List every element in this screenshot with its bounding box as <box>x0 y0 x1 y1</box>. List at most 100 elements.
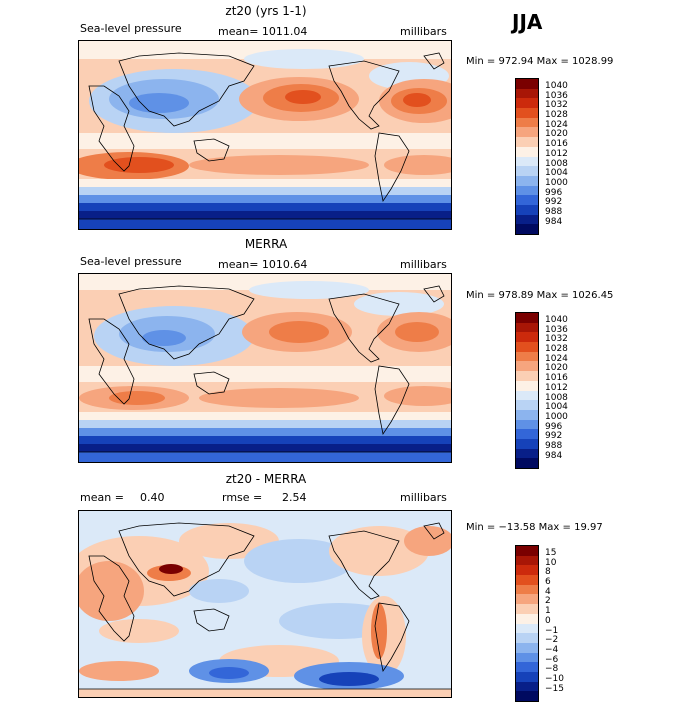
panel3-title: zt20 - MERRA <box>225 472 307 486</box>
panel3-units: millibars <box>400 491 447 504</box>
colorbar-swatch <box>516 146 538 157</box>
colorbar-swatch <box>516 175 538 186</box>
colorbar-swatch <box>516 409 538 420</box>
colorbar-swatch <box>516 671 538 682</box>
panel1-units: millibars <box>400 25 447 38</box>
colorbar-label: −2 <box>545 635 559 646</box>
panel3-mean-label: mean = <box>80 491 124 504</box>
colorbar-label: 996 <box>545 421 563 432</box>
colorbar-swatch <box>516 623 538 634</box>
colorbar-label: 1016 <box>545 373 568 384</box>
colorbar-swatch <box>516 613 538 624</box>
colorbar-label: 4 <box>545 586 551 597</box>
colorbar-swatch <box>516 342 538 352</box>
colorbar-swatch <box>516 438 538 449</box>
colorbar-label: 1000 <box>545 411 568 422</box>
colorbar-swatch <box>516 448 538 459</box>
colorbar-swatch <box>516 555 538 566</box>
colorbar-label: −10 <box>545 673 564 684</box>
panel1-mean: mean= 1011.04 <box>218 25 308 38</box>
colorbar-label: 992 <box>545 431 563 442</box>
colorbar-swatch <box>516 565 538 576</box>
colorbar-label: 2 <box>545 596 551 607</box>
colorbar-label: 1032 <box>545 100 568 111</box>
colorbar-label: 1020 <box>545 129 568 140</box>
colorbar-label: 1032 <box>545 334 568 345</box>
colorbar-label: 996 <box>545 187 563 198</box>
colorbar-label: 1016 <box>545 139 568 150</box>
colorbar-swatch <box>516 419 538 430</box>
panel3-colorbar-labels: 15 10 8 6 4 2 1 0 −1 −2 −4 −6 −8 −10 −15 <box>545 548 564 694</box>
panel1-title: zt20 (yrs 1-1) <box>225 4 307 18</box>
colorbar-label: 988 <box>545 206 563 217</box>
colorbar-swatch <box>516 195 538 205</box>
colorbar-label: 1028 <box>545 344 568 355</box>
colorbar-swatch <box>516 166 538 176</box>
colorbar-label: 1012 <box>545 382 568 393</box>
colorbar-swatch <box>516 79 538 89</box>
panel2-colorbar-labels: 1040 1036 1032 1028 1024 1020 1016 1012 1008 1004… <box>545 315 568 461</box>
colorbar-swatch <box>516 108 538 118</box>
panel3-colorbar <box>515 545 539 702</box>
panel3-rmse-label: rmse = <box>222 491 263 504</box>
colorbar-swatch <box>516 361 538 372</box>
colorbar-swatch <box>516 662 538 672</box>
colorbar-label: 1024 <box>545 119 568 130</box>
colorbar-swatch <box>516 214 538 225</box>
colorbar-label: −8 <box>545 664 559 675</box>
colorbar-label: 10 <box>545 557 557 568</box>
panel2-title: MERRA <box>244 237 288 251</box>
panel2-units: millibars <box>400 258 447 271</box>
colorbar-label: 15 <box>545 548 557 558</box>
colorbar-swatch <box>516 185 538 196</box>
colorbar-swatch <box>516 322 538 333</box>
colorbar-label: 0 <box>545 615 551 626</box>
panel2-map <box>78 273 452 463</box>
colorbar-label: 1004 <box>545 168 568 179</box>
colorbar-label: 1028 <box>545 110 568 121</box>
colorbar-label: 1040 <box>545 315 568 325</box>
panel1-colorbar <box>515 78 539 235</box>
colorbar-swatch <box>516 652 538 663</box>
colorbar-swatch <box>516 156 538 167</box>
colorbar-label: 1004 <box>545 402 568 413</box>
colorbar-swatch <box>516 594 538 605</box>
colorbar-swatch <box>516 117 538 128</box>
colorbar-swatch <box>516 204 538 215</box>
colorbar-label: 1036 <box>545 324 568 335</box>
season-label: JJA <box>512 10 543 34</box>
panel1-colorbar-labels: 1040 1036 1032 1028 1024 1020 1016 1012 1008 1004… <box>545 81 568 227</box>
colorbar-label: −15 <box>545 683 564 694</box>
colorbar-swatch <box>516 88 538 99</box>
panel1-minmax: Min = 972.94 Max = 1028.99 <box>466 56 614 67</box>
panel3-minmax: Min = −13.58 Max = 19.97 <box>466 522 603 533</box>
colorbar-swatch <box>516 691 538 701</box>
colorbar-swatch <box>516 390 538 401</box>
panel2-minmax: Min = 978.89 Max = 1026.45 <box>466 290 614 301</box>
colorbar-label: 1000 <box>545 177 568 188</box>
colorbar-label: 988 <box>545 440 563 451</box>
colorbar-label: 6 <box>545 577 551 588</box>
panel3-rmse-value: 2.54 <box>282 491 307 504</box>
colorbar-label: 1012 <box>545 148 568 159</box>
panel2-colorbar <box>515 312 539 469</box>
colorbar-label: −4 <box>545 644 559 655</box>
colorbar-label: 984 <box>545 450 563 461</box>
colorbar-label: 8 <box>545 567 551 578</box>
colorbar-swatch <box>516 642 538 653</box>
colorbar-label: 1040 <box>545 81 568 91</box>
colorbar-label: 1 <box>545 606 551 617</box>
panel3-map <box>78 510 452 698</box>
colorbar-label: −1 <box>545 625 559 636</box>
colorbar-swatch <box>516 380 538 391</box>
colorbar-swatch <box>516 351 538 362</box>
colorbar-swatch <box>516 429 538 439</box>
colorbar-swatch <box>516 584 538 595</box>
colorbar-label: 984 <box>545 216 563 227</box>
colorbar-swatch <box>516 546 538 556</box>
colorbar-label: 1008 <box>545 158 568 169</box>
colorbar-swatch <box>516 137 538 147</box>
colorbar-swatch <box>516 633 538 643</box>
colorbar-label: −6 <box>545 654 559 665</box>
colorbar-label: 1020 <box>545 363 568 374</box>
